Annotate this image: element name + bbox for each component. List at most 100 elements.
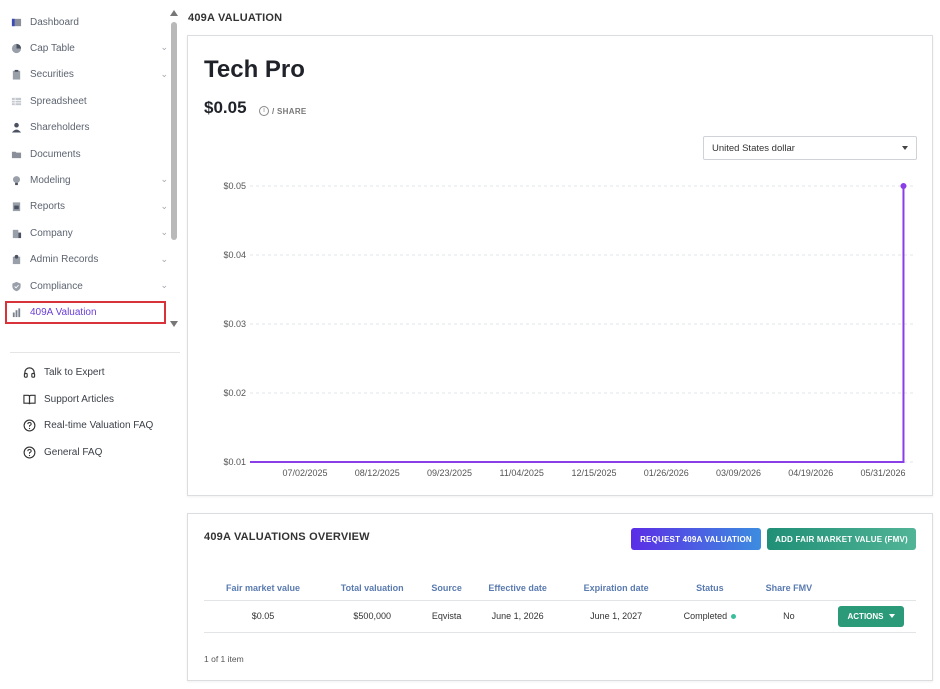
help-item-label: General FAQ <box>44 446 103 458</box>
request-409a-valuation-button[interactable]: REQUEST 409A VALUATION <box>631 528 761 550</box>
question-circle-icon <box>22 418 36 432</box>
bar-chart-icon <box>10 306 22 318</box>
sidebar-item-cap-table[interactable]: Cap Table ⌄ <box>10 38 170 58</box>
pie-chart-icon <box>10 42 22 54</box>
help-item-general-faq[interactable]: General FAQ <box>22 444 102 460</box>
effective-date-cell: June 1, 2026 <box>470 600 565 633</box>
chevron-down-icon[interactable]: ⌄ <box>160 200 168 211</box>
help-item-support-articles[interactable]: Support Articles <box>22 391 114 407</box>
column-header[interactable]: Fair market value <box>204 576 323 601</box>
y-tick-label: $0.03 <box>223 319 246 329</box>
user-icon <box>10 122 22 134</box>
column-header[interactable]: Effective date <box>470 576 565 601</box>
column-header[interactable]: Status <box>668 576 752 601</box>
chevron-down-icon[interactable]: ⌄ <box>160 280 168 290</box>
total-valuation-cell: $500,000 <box>322 600 423 633</box>
per-share-label: / SHARE <box>272 107 307 116</box>
caret-down-icon <box>888 614 895 618</box>
pagination-info: 1 of 1 item <box>204 654 244 664</box>
sidebar-item-shareholders[interactable]: Shareholders <box>10 118 170 138</box>
chevron-down-icon[interactable]: ⌄ <box>160 174 168 185</box>
building-icon <box>10 227 22 239</box>
company-name: Tech Pro <box>204 56 305 83</box>
sidebar-item-modeling[interactable]: Modeling ⌄ <box>10 170 170 190</box>
sidebar-item-securities[interactable]: Securities ⌄ <box>10 65 170 85</box>
overview-title: 409A VALUATIONS OVERVIEW <box>204 531 370 543</box>
currency-select-value: United States dollar <box>712 143 795 154</box>
help-item-realtime-faq[interactable]: Real-time Valuation FAQ <box>22 417 153 433</box>
page-title: 409A VALUATION <box>188 12 283 24</box>
status-dot-icon <box>731 614 737 620</box>
table-header-row: Fair market value Total valuation Source… <box>204 576 916 601</box>
sidebar-item-label: 409A Valuation <box>30 306 97 318</box>
valuation-summary-card: Tech Pro $0.05 i / SHARE United States d… <box>187 35 933 496</box>
status-cell: Completed <box>668 600 752 633</box>
currency-select[interactable]: United States dollar <box>703 136 917 160</box>
y-tick-label: $0.04 <box>223 250 246 260</box>
x-tick-label: 11/04/2025 <box>500 468 544 478</box>
help-item-label: Support Articles <box>44 393 115 405</box>
sidebar-item-label: Spreadsheet <box>30 95 87 107</box>
sidebar-item-label: Admin Records <box>30 254 99 266</box>
sidebar-item-label: Reports <box>30 201 66 213</box>
dashboard-icon <box>10 16 22 28</box>
sidebar-item-spreadsheet[interactable]: Spreadsheet <box>10 91 170 111</box>
actions-button-label: ACTIONS <box>847 611 884 621</box>
actions-button[interactable]: ACTIONS <box>838 605 904 627</box>
help-item-label: Real-time Valuation FAQ <box>44 419 154 431</box>
actions-cell: ACTIONS <box>826 600 916 633</box>
x-tick-label: 07/02/2025 <box>282 468 327 478</box>
series-line <box>250 186 905 463</box>
sidebar-item-admin-records[interactable]: Admin Records ⌄ <box>10 250 170 270</box>
sidebar-item-documents[interactable]: Documents <box>10 144 170 164</box>
source-cell: Eqvista <box>422 600 471 633</box>
scrollbar-thumb[interactable] <box>171 22 177 240</box>
sidebar-item-label: Company <box>30 227 73 239</box>
fmv-cell: $0.05 <box>204 600 323 633</box>
info-icon[interactable]: i <box>259 106 269 116</box>
valuations-overview-card: 409A VALUATIONS OVERVIEW REQUEST 409A VA… <box>187 513 933 681</box>
column-header[interactable]: Expiration date <box>564 576 668 601</box>
help-item-label: Talk to Expert <box>44 366 105 378</box>
column-header[interactable]: Share FMV <box>751 576 826 601</box>
sidebar-item-label: Documents <box>30 148 81 160</box>
shield-icon <box>10 280 22 292</box>
scroll-up-arrow-icon[interactable] <box>170 10 178 16</box>
add-fmv-button[interactable]: ADD FAIR MARKET VALUE (FMV) <box>767 528 916 550</box>
x-tick-label: 01/26/2026 <box>644 468 689 478</box>
status-text: Completed <box>683 611 728 621</box>
question-circle-icon <box>22 445 36 459</box>
sidebar-item-label: Dashboard <box>30 16 79 28</box>
sidebar-item-compliance[interactable]: Compliance ⌄ <box>10 276 170 296</box>
chevron-down-icon[interactable]: ⌄ <box>160 42 168 53</box>
chevron-down-icon[interactable]: ⌄ <box>160 68 168 79</box>
headset-icon <box>22 365 36 379</box>
book-icon <box>22 392 36 406</box>
help-item-talk-to-expert[interactable]: Talk to Expert <box>22 364 105 380</box>
sidebar-item-label: Compliance <box>30 280 83 292</box>
valuation-chart: $0.05 $0.04 $0.03 $0.02 $0.01 07/02/2025 08/12… <box>223 181 916 478</box>
clipboard-icon <box>10 69 22 81</box>
column-header[interactable]: Source <box>422 576 471 601</box>
spreadsheet-icon <box>10 95 22 107</box>
share-fmv-cell: No <box>751 600 826 633</box>
valuations-table: Fair market value Total valuation Source… <box>204 576 916 633</box>
x-tick-label: 08/12/2025 <box>355 468 400 478</box>
folder-icon <box>10 148 22 160</box>
sidebar-item-company[interactable]: Company ⌄ <box>10 223 170 243</box>
chevron-down-icon[interactable]: ⌄ <box>160 227 168 238</box>
lightbulb-icon <box>10 174 22 186</box>
sidebar-item-label: Shareholders <box>30 122 90 134</box>
sidebar-item-label: Cap Table <box>30 42 75 54</box>
sidebar-item-dashboard[interactable]: Dashboard <box>10 12 170 32</box>
sidebar-item-label: Modeling <box>30 174 71 186</box>
x-tick-label: 09/23/2025 <box>427 468 472 478</box>
active-item-highlight <box>5 301 166 324</box>
scroll-down-arrow-icon[interactable] <box>170 321 178 327</box>
expiration-date-cell: June 1, 2027 <box>564 600 668 633</box>
sidebar-item-reports[interactable]: Reports ⌄ <box>10 197 170 217</box>
column-header[interactable]: Total valuation <box>322 576 423 601</box>
report-icon <box>10 201 22 213</box>
chevron-down-icon[interactable]: ⌄ <box>160 253 168 264</box>
sidebar-item-409a-valuation[interactable]: 409A Valuation <box>10 302 170 322</box>
